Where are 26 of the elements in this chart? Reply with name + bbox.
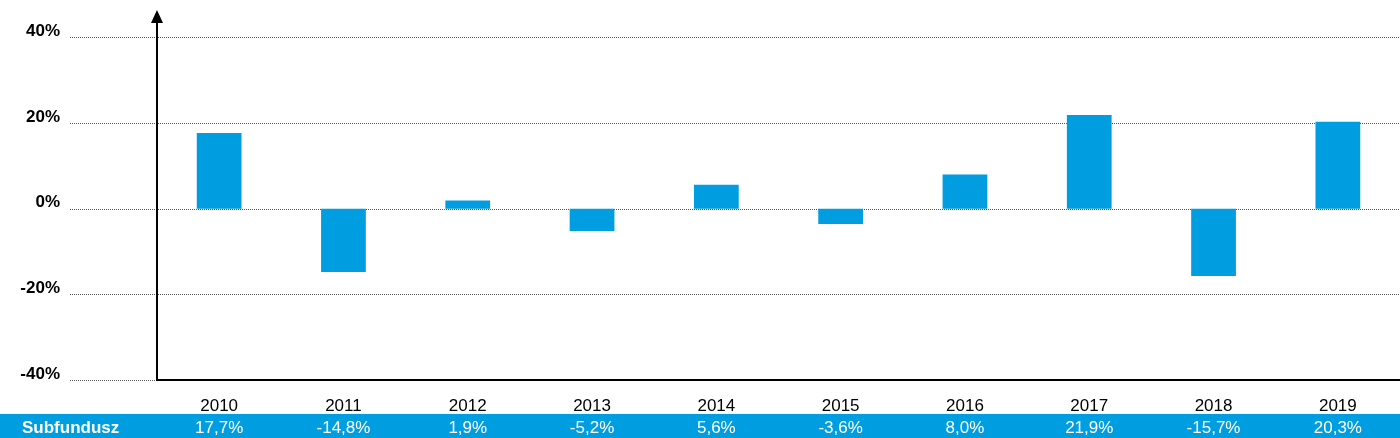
y-tick-label: -20% xyxy=(20,278,60,298)
y-tick-label: 20% xyxy=(25,106,60,126)
text: Subfundusz xyxy=(22,417,120,437)
x-tick-label: 2017 xyxy=(1070,395,1109,415)
y-tick-label: 40% xyxy=(25,21,60,41)
data-label: -5,2% xyxy=(569,417,615,437)
data-label: 17,7% xyxy=(195,417,244,437)
data-label: -15,7% xyxy=(1186,417,1241,437)
y-tick-label: 0% xyxy=(35,192,60,212)
x-tick-label: 2010 xyxy=(200,395,239,415)
x-tick-label: 2013 xyxy=(573,395,611,415)
data-label: -14,8% xyxy=(316,417,371,437)
x-tick-label: 2011 xyxy=(325,395,362,415)
x-tick-label: 2015 xyxy=(821,395,860,415)
data-label: -3,6% xyxy=(818,417,863,437)
y-tick-label: -40% xyxy=(20,363,60,383)
x-tick-label: 2012 xyxy=(448,395,487,415)
data-label: 21,9% xyxy=(1065,417,1114,437)
data-label: 20,3% xyxy=(1313,417,1362,437)
x-tick-label: 2019 xyxy=(1318,395,1357,415)
x-tick-label: 2014 xyxy=(697,395,736,415)
data-label: 5,6% xyxy=(696,417,736,437)
data-label: 1,9% xyxy=(448,417,488,437)
x-tick-label: 2018 xyxy=(1194,395,1233,415)
data-label: 8,0% xyxy=(945,417,985,437)
x-tick-label: 2016 xyxy=(946,395,984,415)
